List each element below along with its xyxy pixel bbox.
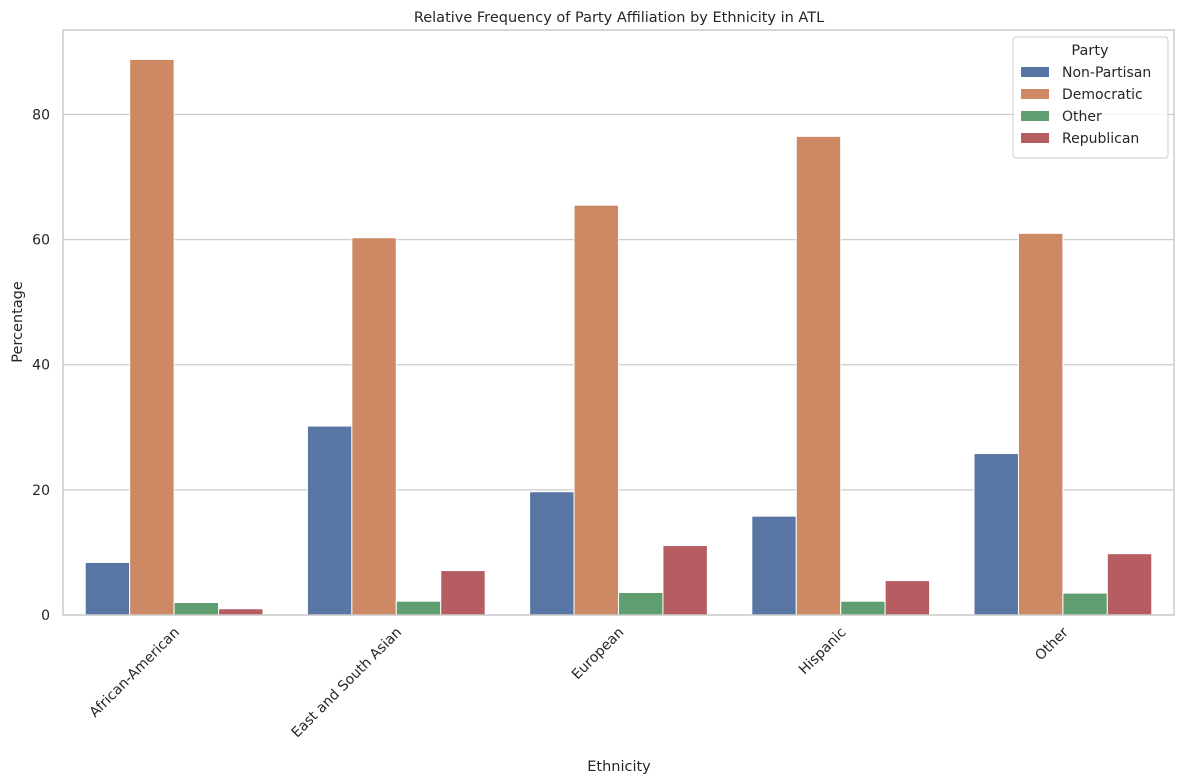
bar-democratic-0 — [129, 58, 175, 616]
bar-democratic-4 — [1017, 232, 1064, 616]
legend-entry: Democratic — [1062, 87, 1143, 103]
legend-entry: Non-Partisan — [1062, 65, 1151, 81]
y-tick-label: 80 — [32, 107, 50, 123]
bar-republican-1 — [440, 570, 486, 616]
legend-title: Party — [1071, 43, 1109, 59]
x-tick-label: African-American — [87, 625, 183, 721]
bar-non-partisan-1 — [306, 425, 353, 616]
bar-other-0 — [173, 601, 220, 616]
legend-entry: Other — [1062, 109, 1102, 125]
legend-swatch — [1021, 133, 1049, 143]
y-tick-label: 0 — [41, 608, 50, 624]
y-tick-label: 60 — [32, 233, 50, 249]
bar-other-2 — [618, 591, 664, 616]
plot-frame — [62, 29, 1175, 616]
x-tick-label: East and South Asian — [289, 625, 406, 742]
x-tick-label: Hispanic — [796, 625, 849, 678]
legend-swatch — [1021, 111, 1049, 121]
x-tick-label: European — [569, 625, 627, 683]
x-axis-label: Ethnicity — [587, 759, 651, 775]
legend-entry: Republican — [1062, 131, 1139, 147]
bar-other-1 — [395, 600, 442, 616]
bar-democratic-1 — [351, 237, 397, 616]
bar-republican-4 — [1106, 553, 1153, 616]
bar-non-partisan-3 — [751, 515, 797, 616]
y-axis-label: Percentage — [10, 281, 26, 363]
legend-box — [1012, 36, 1169, 159]
bar-republican-2 — [662, 545, 708, 616]
y-tick-label: 40 — [32, 358, 50, 374]
legend-swatch — [1021, 89, 1049, 99]
bar-other-3 — [840, 600, 886, 616]
bar-non-partisan-0 — [84, 561, 131, 616]
chart-title: Relative Frequency of Party Affiliation … — [414, 10, 824, 26]
bar-republican-0 — [218, 608, 264, 616]
bar-non-partisan-2 — [529, 491, 575, 616]
legend-swatch — [1021, 67, 1049, 77]
bar-non-partisan-4 — [973, 453, 1019, 616]
bar-republican-3 — [884, 580, 931, 616]
bar-other-4 — [1062, 592, 1108, 616]
legend: Party Non-Partisan Democratic Other Republi… — [1012, 36, 1169, 159]
y-tick-label: 20 — [32, 483, 50, 499]
x-tick-label: Other — [1032, 624, 1072, 664]
bar-democratic-3 — [795, 135, 842, 616]
bar-democratic-2 — [573, 204, 619, 616]
